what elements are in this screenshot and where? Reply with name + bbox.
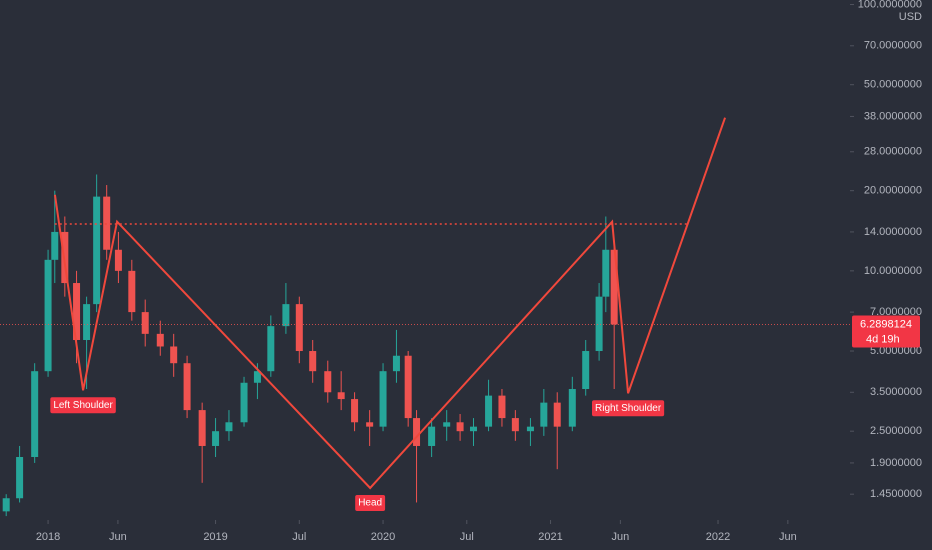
y-tick-label: 38.0000000 [864,110,922,122]
pattern-label: Head [355,494,386,511]
pattern-label: Left Shoulder [50,397,116,414]
x-tick-label: Jun [779,531,797,543]
candle-body [337,392,345,400]
pattern-line [53,117,726,490]
candle-body [443,422,451,427]
candle-body [51,231,59,260]
y-tick-label: 1.4500000 [870,488,922,500]
pattern-label-box [50,397,116,414]
candle-body [526,426,534,432]
x-tick-label: 2019 [203,531,227,543]
candle-body [114,249,122,271]
candle-body [469,426,477,432]
candle-body [156,333,164,347]
candle-body [413,418,421,446]
axis-unit: USD [899,11,922,23]
pattern-label-box [592,400,665,417]
candle-body [198,410,206,446]
y-tick-label: 3.5000000 [870,386,922,398]
candle-body [309,351,317,372]
candle-body [511,418,519,432]
candle-body [428,426,436,446]
candle-body [366,422,374,427]
candle-body [183,363,191,411]
y-tick-label: 14.0000000 [864,226,922,238]
x-tick-label: 2021 [538,531,562,543]
candle-body [610,249,618,325]
countdown: 4d 19h [866,333,900,345]
y-tick-label: 100.0000000 [858,0,922,10]
candle-body [44,259,52,372]
x-tick-label: 2020 [371,531,395,543]
candle-body [2,498,10,512]
candle-body [602,249,610,297]
x-tick-label: Jul [292,531,306,543]
candle-body [253,371,261,383]
candle-body [404,355,412,419]
candle-body [568,389,576,427]
x-tick-label: 2022 [706,531,730,543]
candle-body [212,431,220,446]
candle-body [170,346,178,364]
y-tick-label: 70.0000000 [864,40,922,52]
candle-body [128,270,136,313]
candle-body [540,402,548,427]
x-tick-label: Jun [109,531,127,543]
candle-body [324,371,332,393]
candle-body [498,395,506,419]
candle-body [295,304,303,352]
candle-body [73,283,81,340]
candle-body [103,196,111,250]
y-tick-label: 10.0000000 [864,265,922,277]
y-tick-label: 28.0000000 [864,146,922,158]
candle-body [225,422,233,432]
pattern-label-box [355,494,386,511]
candle-body [16,456,24,499]
candle-body [392,355,400,372]
price-label: 6.2898124 [860,318,912,330]
price-label-box [852,315,920,348]
x-tick-label: 2018 [36,531,60,543]
y-tick-label: 2.5000000 [870,425,922,437]
pattern-label-text: Left Shoulder [53,400,113,411]
candle-body [141,312,149,334]
candle-body [553,402,561,427]
candle-body [31,371,39,457]
y-tick-label: 50.0000000 [864,79,922,91]
pattern-label: Right Shoulder [592,400,665,417]
candle-body [582,351,590,390]
pattern-label-text: Right Shoulder [595,403,662,414]
candle-body [379,371,387,427]
candle-body [595,296,603,352]
candle-body [93,196,101,305]
candle-body [267,326,275,372]
candle-body [351,399,359,423]
x-tick-label: Jul [460,531,474,543]
candle-body [456,422,464,432]
candle-body [240,382,248,423]
y-tick-label: 5.0000000 [870,345,922,357]
candle-body [282,304,290,327]
candle-body [485,395,493,427]
pattern-label-text: Head [358,498,382,509]
y-tick-label: 1.9000000 [870,457,922,469]
x-tick-label: Jun [611,531,629,543]
y-tick-label: 7.0000000 [870,306,922,318]
y-tick-label: 20.0000000 [864,185,922,197]
candle-body [83,304,91,340]
